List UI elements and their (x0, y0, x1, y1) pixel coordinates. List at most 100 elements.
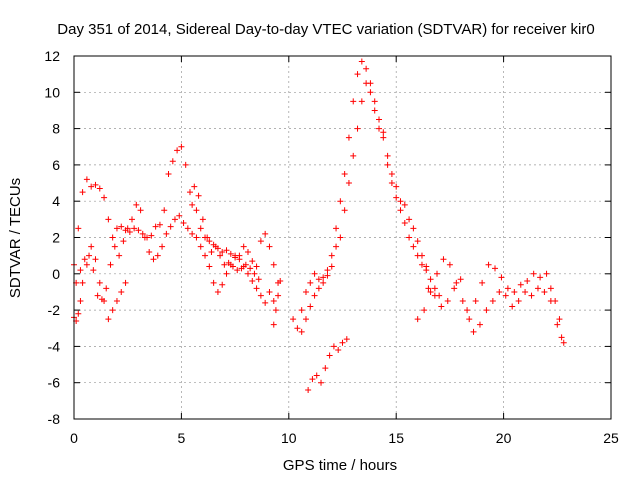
data-point (131, 225, 138, 232)
data-point (124, 225, 131, 232)
data-point (126, 229, 133, 236)
data-point (434, 270, 441, 277)
data-point (122, 279, 129, 286)
data-point (214, 288, 221, 295)
data-point (111, 243, 118, 250)
satellite-track-2 (73, 201, 277, 306)
data-point (330, 343, 337, 350)
data-point (350, 152, 357, 159)
data-point (354, 125, 361, 132)
data-point (350, 98, 357, 105)
data-point (92, 181, 99, 188)
data-point (397, 198, 404, 205)
data-point (522, 288, 529, 295)
data-point (427, 288, 434, 295)
data-point (262, 299, 269, 306)
data-point (105, 316, 112, 323)
data-point (193, 207, 200, 214)
data-point (79, 189, 86, 196)
data-point (113, 225, 120, 232)
axes: 0 5 10 15 20 25 -8 -6 -4 -2 0 2 4 6 8 10 12 (44, 48, 619, 446)
data-point (206, 263, 213, 270)
data-point (341, 207, 348, 214)
data-point (298, 307, 305, 314)
data-point (472, 298, 479, 305)
data-point (380, 129, 387, 136)
data-point (189, 201, 196, 208)
data-point (393, 183, 400, 190)
data-point (504, 285, 511, 292)
data-point (270, 261, 277, 268)
data-points (71, 58, 567, 393)
data-point (423, 263, 430, 270)
data-point (251, 270, 258, 277)
data-point (240, 243, 247, 250)
data-point (328, 252, 335, 259)
data-point (384, 152, 391, 159)
satellite-track-4 (189, 201, 282, 286)
data-point (496, 288, 503, 295)
data-point (537, 274, 544, 281)
data-point (253, 285, 260, 292)
data-point (406, 216, 413, 223)
data-point (176, 212, 183, 219)
data-point (311, 270, 318, 277)
data-point (83, 176, 90, 183)
data-point (302, 288, 309, 295)
data-point (333, 243, 340, 250)
data-point (371, 107, 378, 114)
data-point (418, 261, 425, 268)
data-point (199, 216, 206, 223)
data-point (208, 249, 215, 256)
data-point (81, 256, 88, 263)
data-point (547, 285, 554, 292)
data-point (146, 249, 153, 256)
data-point (410, 225, 417, 232)
data-point (322, 365, 329, 372)
data-point (195, 192, 202, 199)
data-point (210, 241, 217, 248)
data-point (335, 347, 342, 354)
data-point (358, 98, 365, 105)
x-tick-label: 20 (496, 430, 512, 446)
data-point (217, 252, 224, 259)
data-point (388, 170, 395, 177)
data-point (133, 201, 140, 208)
data-point (159, 243, 166, 250)
data-point (376, 116, 383, 123)
data-point (318, 379, 325, 386)
data-point (171, 216, 178, 223)
data-point (88, 243, 95, 250)
data-point (75, 310, 82, 317)
data-point (169, 158, 176, 165)
satellite-track-5 (270, 278, 284, 328)
data-point (511, 288, 518, 295)
y-axis-title: SDTVAR / TECUs (7, 178, 24, 298)
data-point (380, 134, 387, 141)
data-point (182, 161, 189, 168)
data-point (324, 267, 331, 274)
data-point (178, 143, 185, 150)
data-point (371, 98, 378, 105)
data-point (77, 298, 84, 305)
data-point (197, 225, 204, 232)
data-point (174, 147, 181, 154)
data-point (118, 223, 125, 230)
data-point (234, 267, 241, 274)
data-point (320, 274, 327, 281)
data-point (547, 298, 554, 305)
data-point (240, 263, 247, 270)
data-point (79, 279, 86, 286)
data-point (167, 223, 174, 230)
satellite-track-6 (290, 58, 443, 332)
y-tick-label: 12 (44, 48, 60, 64)
data-point (75, 225, 82, 232)
data-point (247, 265, 254, 272)
data-point (315, 285, 322, 292)
data-point (290, 316, 297, 323)
data-point (554, 321, 561, 328)
data-point (86, 252, 93, 259)
data-point (83, 261, 90, 268)
data-point (186, 189, 193, 196)
data-point (451, 285, 458, 292)
